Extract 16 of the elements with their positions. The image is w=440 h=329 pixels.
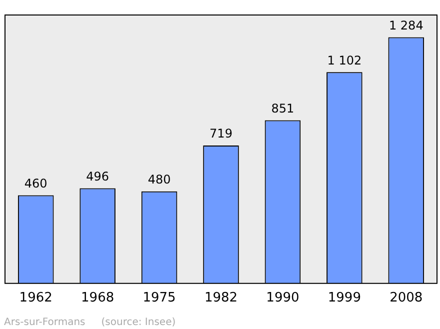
data-label: 460 — [24, 176, 48, 190]
data-label: 480 — [148, 172, 171, 186]
data-label: 496 — [86, 169, 110, 184]
x-tick-label: 2008 — [390, 290, 423, 306]
text: Ars-sur-Formans — [4, 317, 86, 328]
text: (source: Insee) — [101, 317, 176, 328]
x-tick-label: 1990 — [266, 290, 300, 306]
x-tick-label: 1975 — [142, 290, 176, 306]
x-tick-label: 1999 — [328, 290, 361, 306]
x-tick-label: 1968 — [81, 290, 114, 306]
data-label: 851 — [271, 101, 294, 116]
x-tick-label: 1982 — [204, 290, 238, 306]
x-tick-label: 1962 — [19, 290, 52, 306]
data-label: 1 102 — [327, 53, 362, 68]
data-label: 719 — [210, 126, 232, 141]
data-label: 1 284 — [388, 18, 424, 32]
